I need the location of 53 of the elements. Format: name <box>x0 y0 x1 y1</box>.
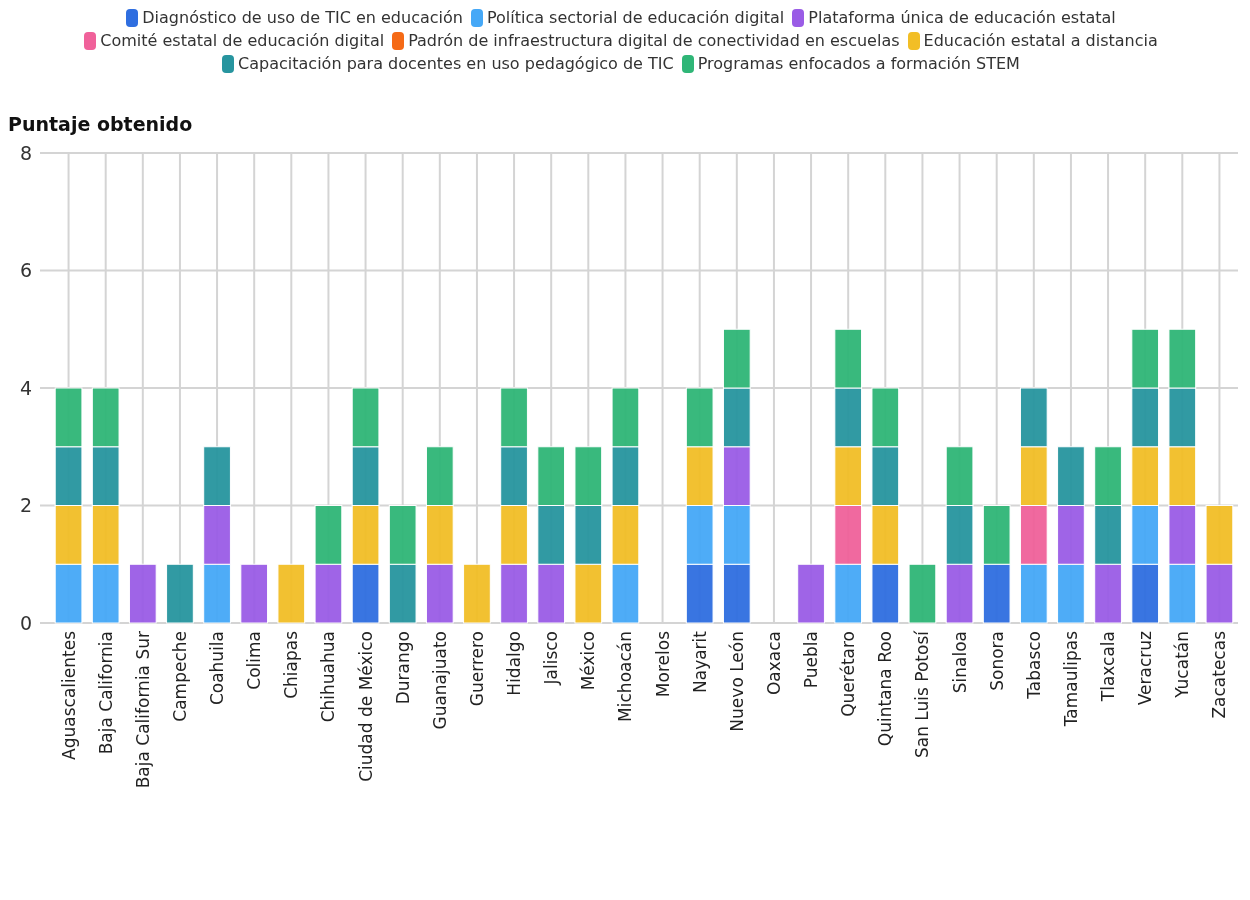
bar <box>128 563 157 624</box>
x-tick-label: Guanajuato <box>429 631 450 730</box>
x-tick-label: Guerrero <box>466 631 487 707</box>
bar <box>240 563 269 624</box>
x-tick-label: Aguascalientes <box>58 630 79 760</box>
y-axis-title: Puntaje obtenido <box>8 113 193 135</box>
x-tick-label: Puebla <box>801 631 822 689</box>
x-tick-label: Hidalgo <box>504 631 525 696</box>
legend-label: Diagnóstico de uso de TIC en educación <box>141 8 463 27</box>
y-tick-label: 8 <box>19 141 32 164</box>
bar <box>797 563 825 624</box>
x-tick-label: Veracruz <box>1135 630 1156 706</box>
y-tick-label: 2 <box>19 494 32 517</box>
y-tick-label: 6 <box>19 259 32 282</box>
legend-label: Comité estatal de educación digital <box>99 31 385 50</box>
x-tick-label: San Luis Potosí <box>912 629 933 759</box>
x-tick-label: Durango <box>392 631 413 705</box>
x-tick-label: Campeche <box>169 631 190 722</box>
x-tick-label: Oaxaca <box>763 631 784 696</box>
x-tick-label: Nuevo León <box>726 631 747 732</box>
x-tick-label: Tabasco <box>1023 631 1044 700</box>
x-tick-label: Nayarit <box>689 630 710 693</box>
legend-label: Plataforma única de educación estatal <box>807 8 1116 27</box>
legend-label: Capacitación para docentes en uso pedagógico de TIC <box>237 54 674 73</box>
x-tick-label: Yucatán <box>1172 631 1193 699</box>
bar <box>463 563 491 624</box>
x-tick-label: Baja California Sur <box>132 630 153 789</box>
legend-label: Padrón de infraestructura digital de conectividad en escuelas <box>407 31 900 50</box>
x-tick-label: Morelos <box>652 630 673 698</box>
x-tick-label: Sonora <box>986 631 1007 691</box>
x-tick-label: Ciudad de México <box>355 631 376 782</box>
x-tick-label: Zacatecas <box>1209 630 1230 719</box>
x-tick-label: Tamaulipas <box>1060 630 1081 728</box>
legend-label: Educación estatal a distancia <box>922 31 1158 50</box>
x-tick-label: Coahuila <box>207 631 228 706</box>
x-tick-label: Michoacán <box>615 631 636 722</box>
bar <box>277 563 306 624</box>
x-tick-label: México <box>578 631 599 691</box>
x-tick-label: Colima <box>244 631 265 690</box>
x-tick-label: Jalisco <box>541 631 562 686</box>
legend-label: Política sectorial de educación digital <box>485 8 785 27</box>
bar <box>166 563 194 624</box>
x-tick-label: Chihuahua <box>318 631 339 723</box>
y-tick-label: 0 <box>19 611 32 634</box>
x-tick-label: Quintana Roo <box>875 631 896 747</box>
y-tick-label: 4 <box>19 376 32 399</box>
x-tick-label: Tlaxcala <box>1098 631 1119 703</box>
x-tick-label: Chiapas <box>281 630 302 699</box>
x-tick-label: Sinaloa <box>949 631 970 694</box>
bar <box>908 563 937 624</box>
x-tick-label: Baja California <box>95 631 116 755</box>
x-tick-label: Querétaro <box>838 631 859 717</box>
legend-label: Programas enfocados a formación STEM <box>696 54 1020 73</box>
